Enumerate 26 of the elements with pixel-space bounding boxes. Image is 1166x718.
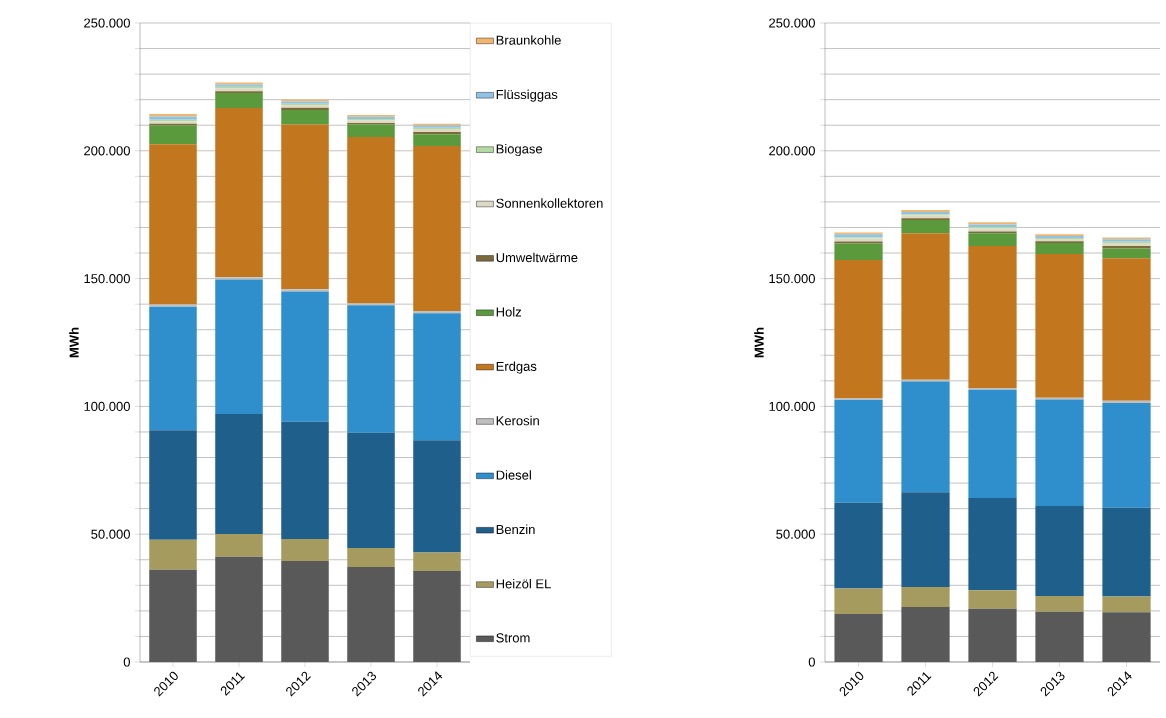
y-tick-label: 0 xyxy=(123,657,130,667)
y-tick-label: 50.000 xyxy=(91,529,130,539)
y-tick-label: 150.000 xyxy=(84,273,130,284)
legend-label: Strom xyxy=(496,633,530,643)
y-axis-title: MWh xyxy=(754,327,764,358)
y-tick-label: 250.000 xyxy=(769,18,815,28)
legend-label: Erdgas xyxy=(496,361,537,374)
y-tick-label: 200.000 xyxy=(769,146,815,156)
legend-label: Biogase xyxy=(496,143,543,157)
y-tick-label: 100.000 xyxy=(84,401,130,411)
legend-label: Flüssiggas xyxy=(496,89,558,102)
y-tick-label: 250.000 xyxy=(84,18,130,28)
legend-label: Kerosin xyxy=(496,415,539,426)
legend-label: Sonnenkollektoren xyxy=(496,198,603,208)
y-tick-label: 150.000 xyxy=(769,273,815,284)
y-tick-label: 50.000 xyxy=(776,529,815,539)
legend-label: Holz xyxy=(496,307,522,317)
y-tick-label: 200.000 xyxy=(84,146,130,156)
y-axis-title: MWh xyxy=(69,327,79,358)
y-tick-label: 100.000 xyxy=(769,401,815,411)
y-tick-label: 0 xyxy=(808,657,815,667)
legend-label: Heizöl EL xyxy=(496,578,551,589)
legend-label: Benzin xyxy=(496,524,535,535)
legend-label: Umweltwärme xyxy=(496,252,578,263)
legend-label: Diesel xyxy=(496,470,531,480)
legend-label: Braunkohle xyxy=(496,35,561,45)
